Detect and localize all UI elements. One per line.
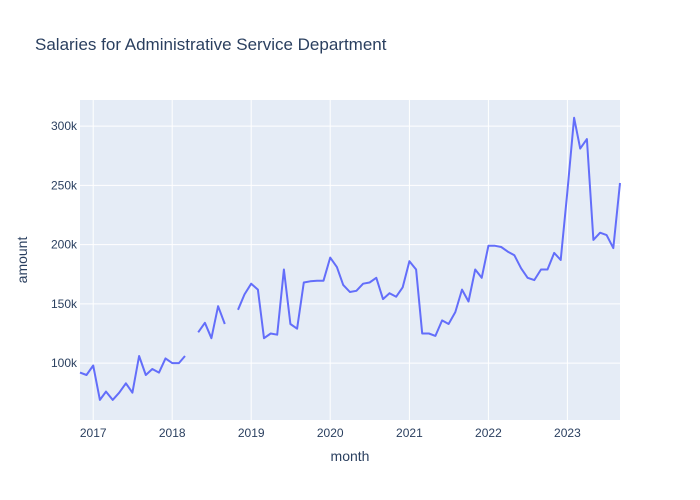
x-tick-label: 2020 <box>317 426 344 440</box>
y-tick-label: 250k <box>51 178 78 192</box>
x-axis-ticks: 2017 2018 2019 2020 2021 2022 2023 <box>80 426 581 440</box>
y-axis-ticks: 100k 150k 200k 250k 300k <box>51 119 78 370</box>
x-tick-label: 2023 <box>554 426 581 440</box>
chart-title: Salaries for Administrative Service Depa… <box>35 35 387 54</box>
x-tick-label: 2021 <box>396 426 423 440</box>
y-tick-label: 200k <box>51 238 78 252</box>
series-line <box>79 116 621 401</box>
x-tick-label: 2018 <box>159 426 186 440</box>
plot-area <box>80 100 620 420</box>
y-axis-title: amount <box>14 237 30 284</box>
series-layer <box>79 116 621 401</box>
x-tick-label: 2017 <box>80 426 107 440</box>
x-tick-label: 2022 <box>475 426 502 440</box>
grid-lines <box>80 100 620 420</box>
x-tick-label: 2019 <box>238 426 265 440</box>
y-tick-label: 150k <box>51 297 78 311</box>
x-axis-title: month <box>331 448 370 464</box>
y-tick-label: 100k <box>51 356 78 370</box>
y-tick-label: 300k <box>51 119 78 133</box>
